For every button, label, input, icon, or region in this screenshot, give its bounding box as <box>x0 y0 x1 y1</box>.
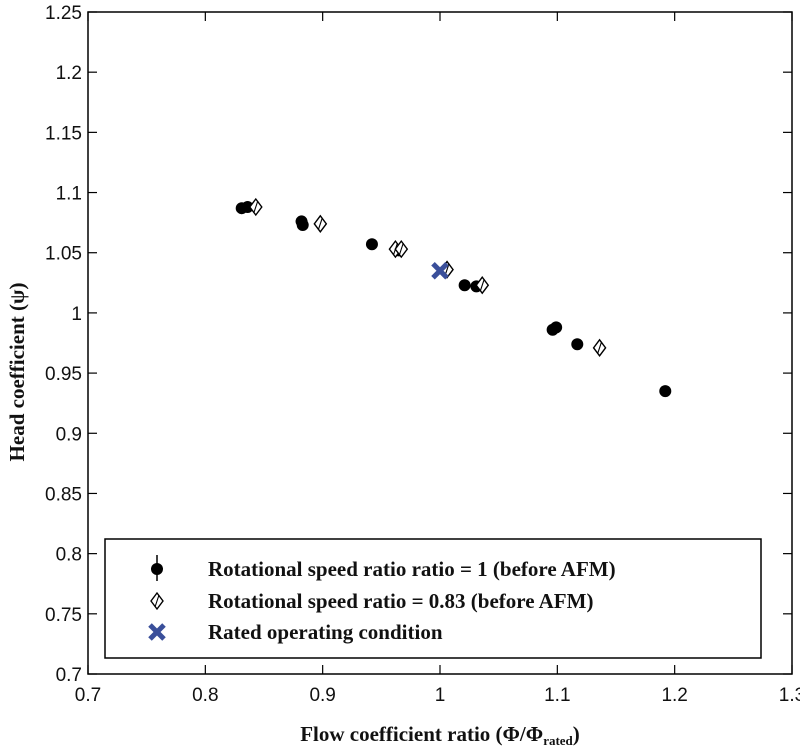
y-tick-label: 1.1 <box>56 184 82 205</box>
legend: Rotational speed ratio ratio = 1 (before… <box>104 538 762 659</box>
legend-marker-2 <box>150 591 164 611</box>
legend-label-2: Rotational speed ratio = 0.83 (before AF… <box>208 589 593 613</box>
y-tick-label: 1 <box>71 304 82 325</box>
x-tick-label: 0.8 <box>192 685 218 706</box>
x-tick-label: 0.9 <box>309 685 335 706</box>
y-tick-label: 1.05 <box>45 244 82 265</box>
y-tick-label: 0.75 <box>45 605 82 626</box>
y-tick-label: 1.15 <box>45 123 82 144</box>
x-tick-label: 1.2 <box>661 685 687 706</box>
data-point-series-1 <box>571 338 584 351</box>
y-tick-label: 0.95 <box>45 364 82 385</box>
data-points <box>235 197 672 398</box>
x-axis-label: Flow coefficient ratio (Φ/Φrated) <box>300 722 580 748</box>
x-tick-label: 1 <box>435 685 446 706</box>
data-point-series-1 <box>365 238 378 251</box>
legend-marker-1 <box>151 563 163 575</box>
data-point-series-1 <box>550 321 563 334</box>
axis-ticks: 0.7 0.8 0.9 1 1.1 1.2 1.3 0.7 0.75 0.8 0.85 0.9 0.95… <box>45 3 800 706</box>
x-axis-label-main: Flow coefficient ratio (Φ/Φ <box>300 722 543 746</box>
x-tick-label: 1.3 <box>779 685 800 706</box>
data-point-series-2 <box>248 197 263 217</box>
y-tick-label: 1.2 <box>56 63 82 84</box>
data-point-series-2 <box>313 214 328 234</box>
x-axis-label-subscript: rated <box>543 733 573 748</box>
y-tick-label: 0.9 <box>56 424 82 445</box>
x-axis-label-close: ) <box>573 722 580 746</box>
legend-label-3: Rated operating condition <box>208 620 443 644</box>
data-point-series-1 <box>458 279 471 292</box>
data-point-series-1 <box>659 385 672 398</box>
x-tick-label: 1.1 <box>544 685 570 706</box>
data-point-series-1 <box>296 219 309 232</box>
legend-label-1: Rotational speed ratio ratio = 1 (before… <box>208 557 616 581</box>
data-point-series-3 <box>431 262 449 280</box>
y-tick-label: 1.25 <box>45 3 82 24</box>
y-tick-label: 0.85 <box>45 484 82 505</box>
data-point-series-2 <box>394 239 409 259</box>
legend-box <box>104 538 762 659</box>
data-point-series-1 <box>241 200 254 213</box>
y-axis-label: Head coefficient (ψ) <box>5 283 29 462</box>
legend-marker-3 <box>148 623 166 641</box>
data-point-series-2 <box>592 338 607 357</box>
x-tick-label: 0.7 <box>75 685 101 706</box>
data-point-series-2 <box>475 276 490 295</box>
y-tick-label: 0.8 <box>56 545 82 566</box>
y-tick-label: 0.7 <box>56 665 82 686</box>
